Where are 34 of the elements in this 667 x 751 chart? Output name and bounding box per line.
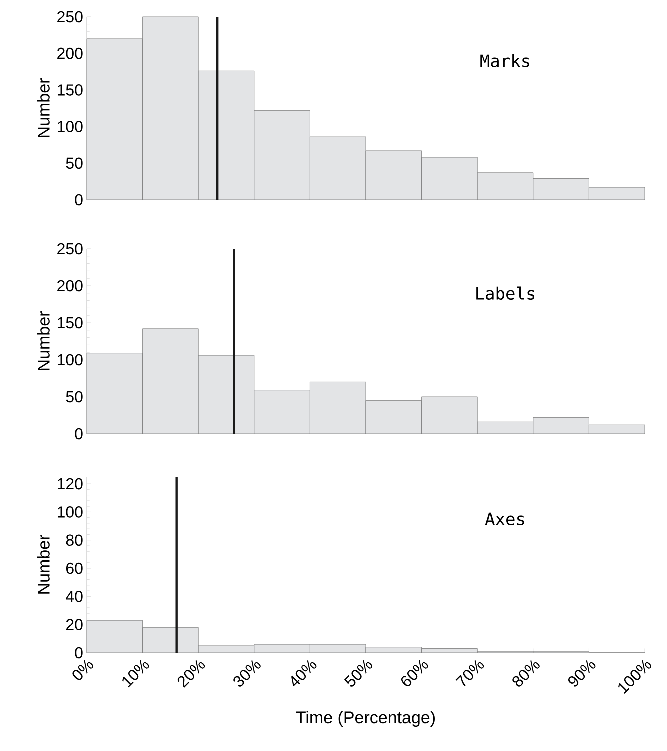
y-tick-label: 200 xyxy=(58,280,83,292)
y-axis-title: Number xyxy=(37,312,50,370)
y-tick-label: 50 xyxy=(66,158,83,170)
x-tick-label: 60% xyxy=(401,660,428,686)
x-tick-label: 40% xyxy=(292,660,317,687)
x-tick-label: 70% xyxy=(456,660,484,687)
y-tick-label: 50 xyxy=(66,391,83,403)
x-tick-label: 50% xyxy=(344,660,373,687)
y-tick-label: 100 xyxy=(58,121,83,132)
x-tick-label: 90% xyxy=(568,660,596,687)
y-tick-label: 20 xyxy=(66,619,83,630)
annotation: Marks xyxy=(480,54,530,68)
y-tick-label: 150 xyxy=(58,84,83,96)
annotation: Labels xyxy=(476,286,535,300)
x-tick-label: 80% xyxy=(512,660,540,687)
y-axis-title: Number xyxy=(37,535,50,594)
y-tick-label: 0 xyxy=(75,194,83,206)
y-tick-label: 150 xyxy=(58,317,83,329)
x-tick-label: 0% xyxy=(72,660,94,680)
y-tick-label: 100 xyxy=(58,506,83,518)
y-tick-label: 60 xyxy=(66,562,83,574)
y-tick-label: 200 xyxy=(58,48,83,60)
y-tick-label: 40 xyxy=(66,591,83,602)
x-axis-title: Time (Percentage) xyxy=(296,711,435,728)
y-tick-label: 0 xyxy=(75,647,83,659)
x-tick-label: 30% xyxy=(234,660,261,687)
y-tick-label: 250 xyxy=(58,243,83,255)
y-tick-label: 0 xyxy=(75,428,83,440)
y-tick-label: 80 xyxy=(66,534,83,546)
y-tick-label: 120 xyxy=(58,478,83,490)
y-tick-label: 250 xyxy=(58,11,83,23)
y-axis-title: Number xyxy=(37,78,50,138)
y-tick-label: 100 xyxy=(58,354,83,366)
annotation: Axes xyxy=(485,512,524,526)
